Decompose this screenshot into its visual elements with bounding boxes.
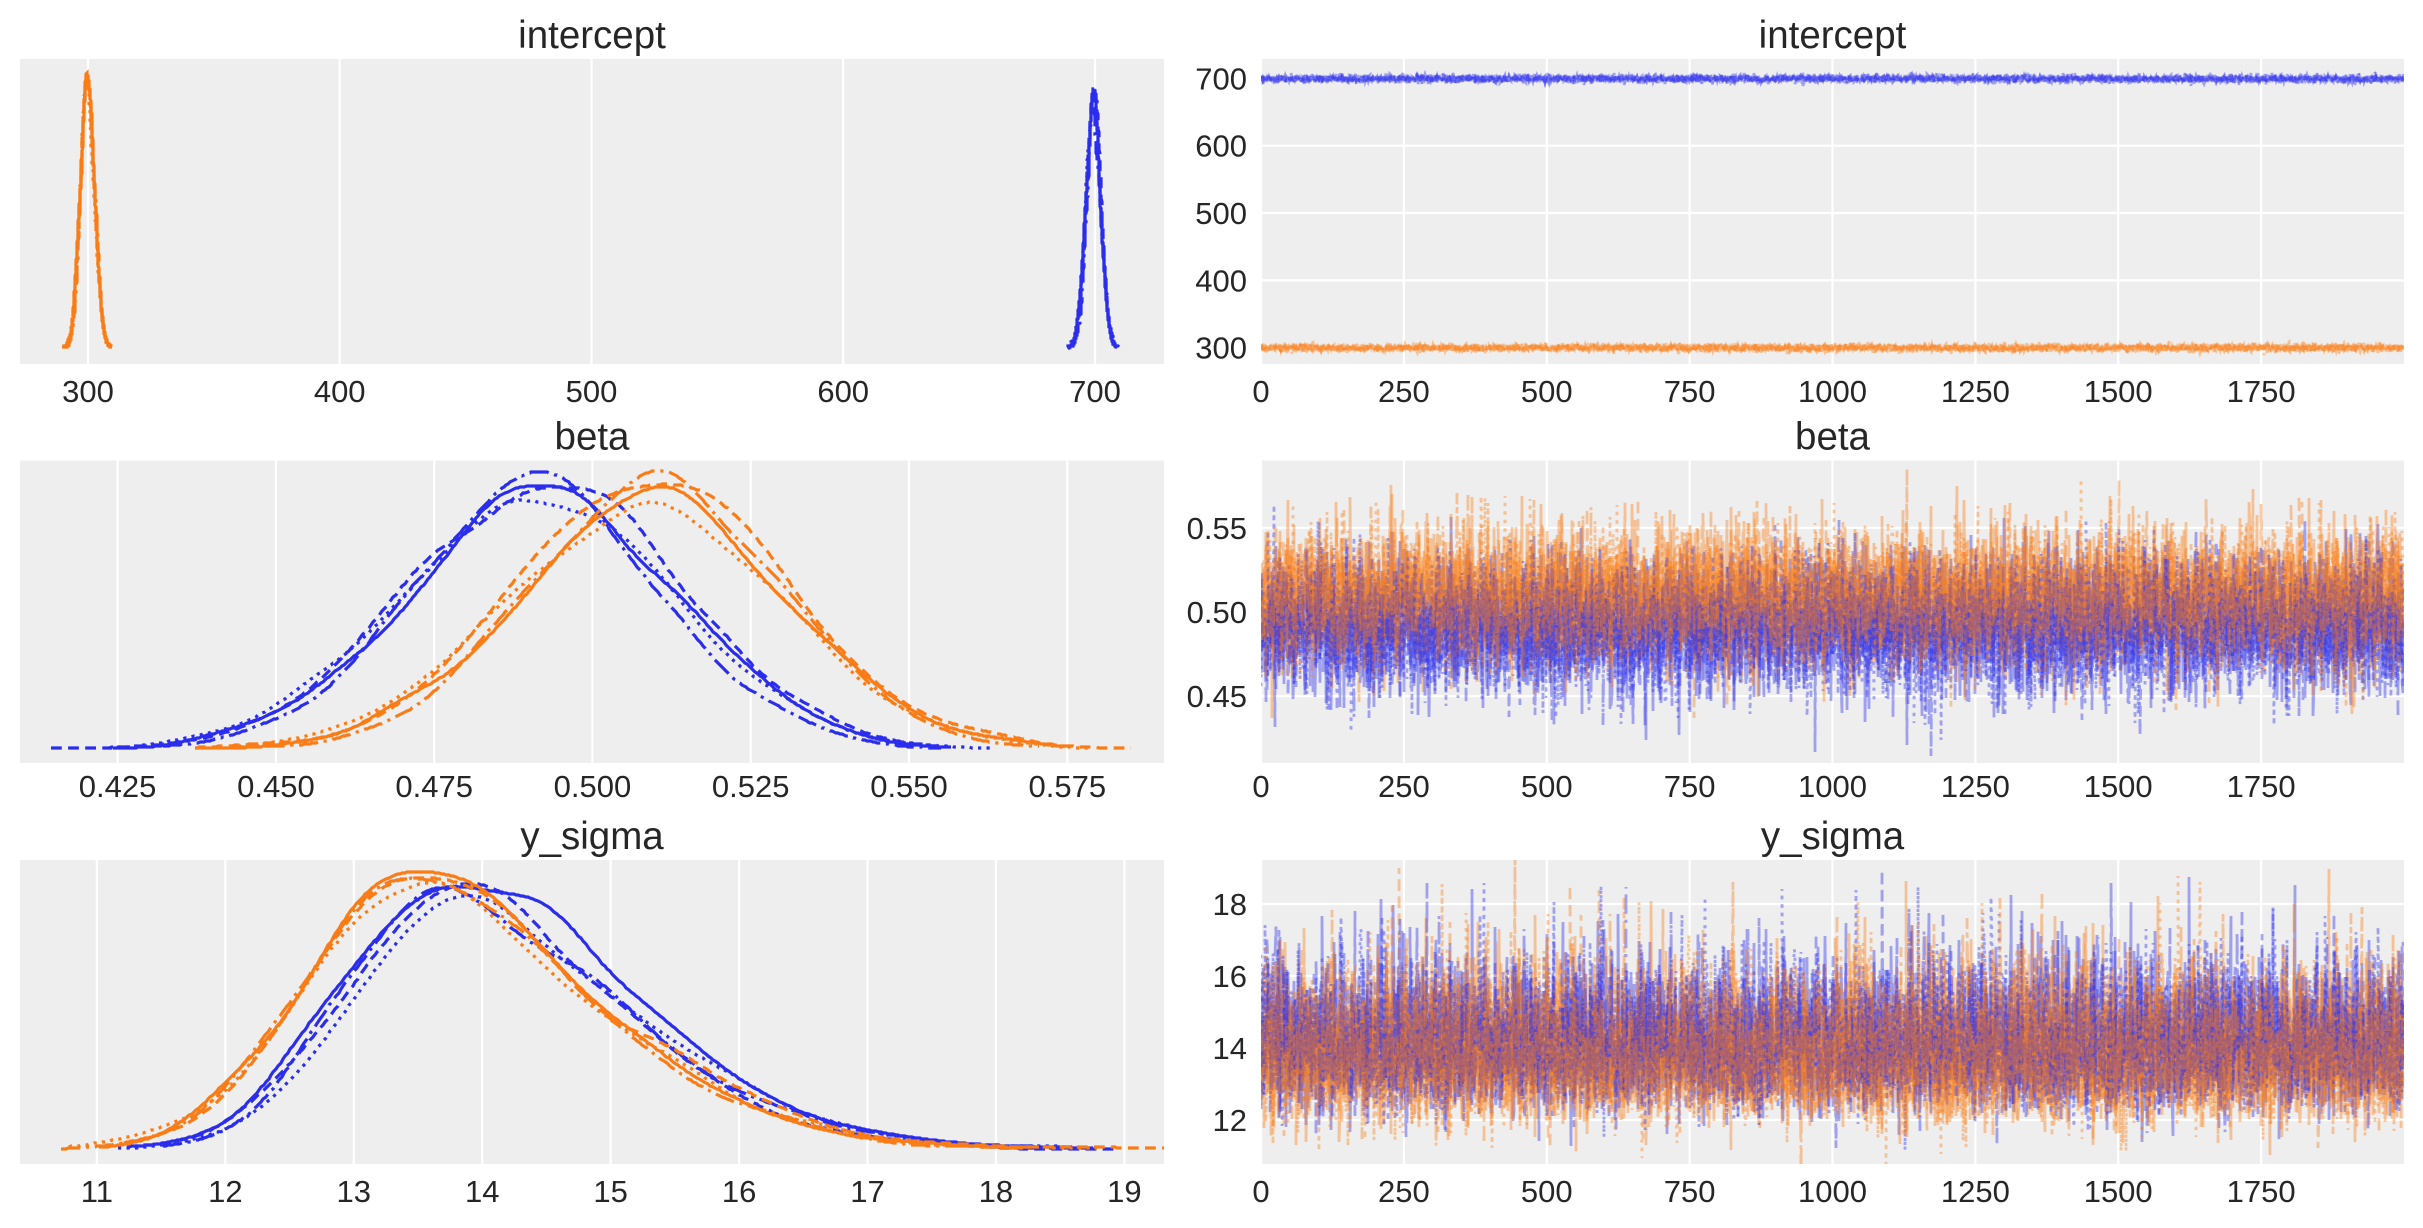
- svg-text:1000: 1000: [1798, 374, 1867, 409]
- svg-text:1500: 1500: [2084, 374, 2153, 409]
- svg-text:19: 19: [1107, 1174, 1141, 1209]
- svg-text:17: 17: [850, 1174, 884, 1209]
- svg-text:16: 16: [722, 1174, 756, 1209]
- svg-text:1750: 1750: [2227, 1174, 2296, 1209]
- svg-text:18: 18: [979, 1174, 1013, 1209]
- svg-text:500: 500: [1521, 1174, 1573, 1209]
- svg-text:16: 16: [1213, 959, 1247, 994]
- svg-text:750: 750: [1664, 1174, 1716, 1209]
- svg-text:400: 400: [314, 374, 366, 409]
- svg-text:14: 14: [1213, 1031, 1247, 1066]
- svg-text:500: 500: [1521, 769, 1573, 804]
- svg-text:250: 250: [1378, 769, 1430, 804]
- svg-text:250: 250: [1378, 374, 1430, 409]
- svg-text:0: 0: [1252, 374, 1269, 409]
- svg-text:0.525: 0.525: [712, 769, 790, 804]
- svg-text:600: 600: [817, 374, 869, 409]
- svg-text:15: 15: [593, 1174, 627, 1209]
- svg-text:0.475: 0.475: [395, 769, 473, 804]
- svg-text:0.45: 0.45: [1187, 679, 1247, 714]
- svg-text:700: 700: [1195, 61, 1247, 96]
- svg-text:12: 12: [208, 1174, 242, 1209]
- svg-text:intercept: intercept: [1759, 14, 1907, 57]
- svg-text:0.450: 0.450: [237, 769, 315, 804]
- svg-text:400: 400: [1195, 263, 1247, 298]
- svg-text:intercept: intercept: [518, 14, 666, 57]
- svg-text:1250: 1250: [1941, 1174, 2010, 1209]
- svg-text:300: 300: [1195, 331, 1247, 366]
- svg-text:250: 250: [1378, 1174, 1430, 1209]
- svg-text:1250: 1250: [1941, 769, 2010, 804]
- svg-text:500: 500: [1195, 196, 1247, 231]
- svg-text:beta: beta: [1795, 416, 1871, 459]
- svg-text:11: 11: [81, 1174, 113, 1209]
- svg-text:1000: 1000: [1798, 769, 1867, 804]
- svg-text:beta: beta: [555, 416, 631, 459]
- svg-text:y_sigma: y_sigma: [1761, 815, 1905, 858]
- svg-text:0: 0: [1252, 1174, 1269, 1209]
- svg-text:0.550: 0.550: [870, 769, 948, 804]
- svg-text:y_sigma: y_sigma: [520, 815, 664, 858]
- svg-text:750: 750: [1664, 769, 1716, 804]
- svg-text:700: 700: [1069, 374, 1121, 409]
- svg-text:500: 500: [1521, 374, 1573, 409]
- svg-text:13: 13: [337, 1174, 371, 1209]
- svg-text:1250: 1250: [1941, 374, 2010, 409]
- svg-text:0.55: 0.55: [1187, 511, 1247, 546]
- svg-text:500: 500: [566, 374, 618, 409]
- svg-text:1000: 1000: [1798, 1174, 1867, 1209]
- svg-text:12: 12: [1213, 1103, 1247, 1138]
- svg-text:0: 0: [1252, 769, 1269, 804]
- svg-text:750: 750: [1664, 374, 1716, 409]
- svg-text:0.425: 0.425: [79, 769, 157, 804]
- svg-text:1500: 1500: [2084, 1174, 2153, 1209]
- svg-text:0.50: 0.50: [1187, 595, 1247, 630]
- svg-text:1500: 1500: [2084, 769, 2153, 804]
- svg-text:600: 600: [1195, 129, 1247, 164]
- svg-text:300: 300: [62, 374, 114, 409]
- svg-text:18: 18: [1213, 887, 1247, 922]
- svg-text:14: 14: [465, 1174, 499, 1209]
- svg-text:1750: 1750: [2227, 769, 2296, 804]
- svg-text:1750: 1750: [2227, 374, 2296, 409]
- svg-text:0.500: 0.500: [554, 769, 632, 804]
- svg-text:0.575: 0.575: [1029, 769, 1107, 804]
